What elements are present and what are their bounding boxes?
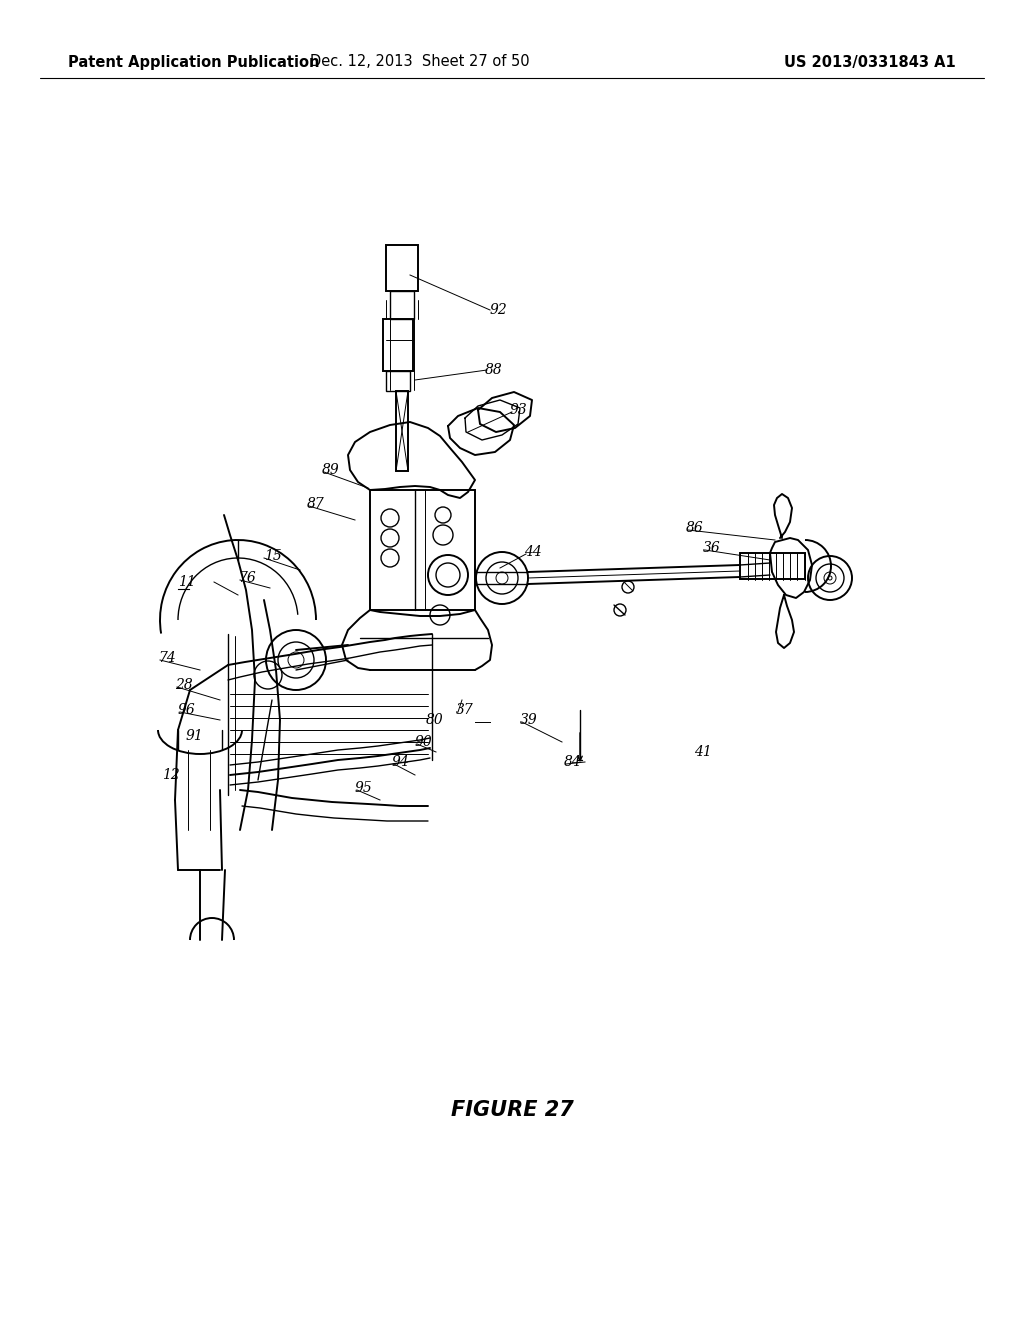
Text: US 2013/0331843 A1: US 2013/0331843 A1 — [784, 54, 955, 70]
Text: 28: 28 — [175, 678, 193, 692]
Text: Patent Application Publication: Patent Application Publication — [68, 54, 319, 70]
Text: 39: 39 — [520, 713, 538, 727]
Bar — [386, 246, 418, 290]
Text: 41: 41 — [694, 744, 712, 759]
Text: 80: 80 — [426, 713, 443, 727]
Text: FIGURE 27: FIGURE 27 — [451, 1100, 573, 1119]
Text: Dec. 12, 2013  Sheet 27 of 50: Dec. 12, 2013 Sheet 27 of 50 — [310, 54, 529, 70]
Text: 74: 74 — [158, 651, 176, 665]
Text: 91: 91 — [186, 729, 204, 743]
Text: 94: 94 — [392, 755, 410, 770]
Bar — [740, 553, 805, 579]
Text: 88: 88 — [485, 363, 503, 378]
Bar — [386, 371, 410, 391]
Text: 15: 15 — [264, 549, 282, 564]
Text: 44: 44 — [524, 545, 542, 558]
Text: 95: 95 — [355, 781, 373, 795]
Text: 76: 76 — [238, 572, 256, 585]
Bar — [390, 290, 414, 319]
Text: 89: 89 — [322, 463, 340, 477]
Text: 12: 12 — [162, 768, 180, 781]
Bar — [370, 490, 475, 610]
Text: 11: 11 — [178, 576, 196, 589]
Bar — [396, 391, 408, 471]
Text: 92: 92 — [490, 304, 508, 317]
Bar — [383, 319, 413, 371]
Text: 84: 84 — [564, 755, 582, 770]
Text: 90: 90 — [415, 735, 433, 748]
Text: 36: 36 — [703, 541, 721, 554]
Text: 93: 93 — [510, 403, 527, 417]
Text: 37: 37 — [456, 704, 474, 717]
Text: 87: 87 — [307, 498, 325, 511]
Text: 96: 96 — [178, 704, 196, 717]
Text: 86: 86 — [686, 521, 703, 535]
